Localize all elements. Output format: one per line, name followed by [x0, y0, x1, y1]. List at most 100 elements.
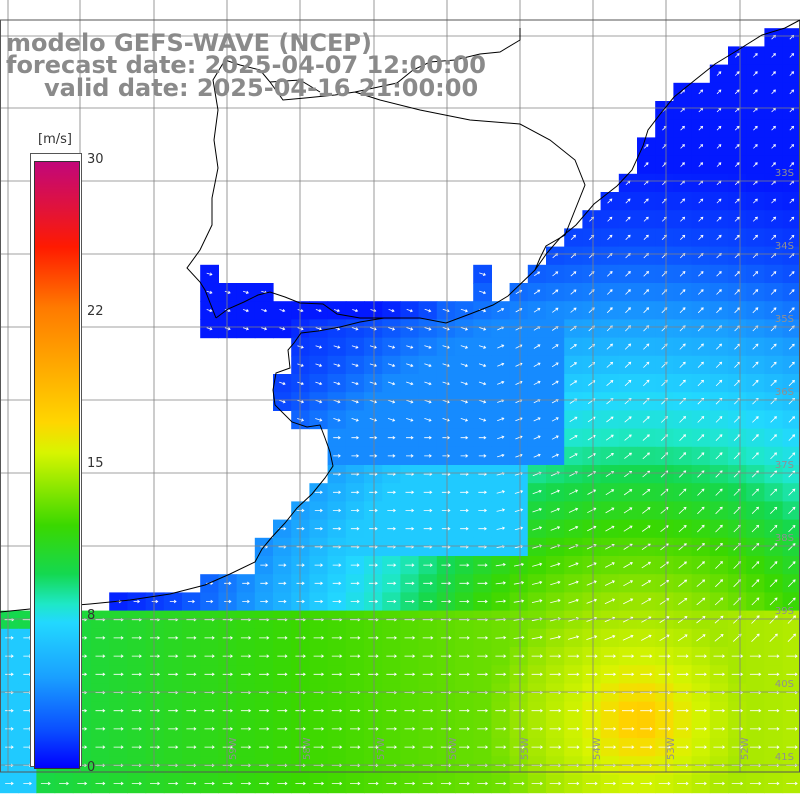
- wind-arrow: [622, 690, 635, 695]
- wind-arrow: [442, 399, 450, 404]
- wind-arrow: [351, 490, 360, 495]
- wind-arrow: [531, 745, 543, 749]
- wind-arrow: [771, 198, 777, 204]
- wind-speed-cell: [600, 446, 620, 466]
- wind-arrow: [406, 399, 414, 404]
- wind-arrow: [679, 415, 687, 423]
- valid-date: valid date: 2025-04-16 21:00:00: [44, 74, 479, 102]
- wind-arrow: [585, 745, 598, 749]
- wind-arrow: [604, 672, 617, 677]
- wind-arrow: [260, 563, 269, 567]
- wind-arrow: [186, 745, 197, 749]
- wind-speed-cell: [746, 137, 765, 157]
- wind-speed-cell: [600, 519, 620, 539]
- wind-speed-cell: [600, 410, 620, 430]
- wind-arrow: [95, 745, 106, 749]
- wind-speed-cell: [655, 119, 674, 138]
- wind-speed-cell: [728, 264, 747, 284]
- wind-arrow: [459, 690, 470, 695]
- wind-arrow: [368, 727, 379, 731]
- wind-arrow: [224, 581, 232, 586]
- wind-speed-cell: [746, 337, 765, 357]
- wind-arrow: [424, 345, 432, 349]
- wind-speed-cell: [728, 119, 747, 138]
- wind-arrow: [441, 581, 452, 586]
- wind-arrow: [625, 234, 631, 240]
- lon-label: 54W: [592, 737, 603, 760]
- wind-arrow: [369, 508, 378, 513]
- wind-arrow: [423, 526, 433, 531]
- wind-arrow: [567, 672, 580, 677]
- lat-label: 34S: [774, 241, 794, 252]
- wind-arrow: [150, 745, 161, 749]
- wind-speed-cell: [637, 537, 656, 557]
- wind-arrow: [332, 508, 342, 513]
- wind-speed-cell: [600, 374, 620, 393]
- wind-arrow: [513, 599, 525, 603]
- wind-arrow: [204, 727, 215, 731]
- wind-speed-cell: [655, 610, 674, 630]
- colorbar-unit: [m/s]: [38, 132, 72, 147]
- wind-speed-cell: [764, 355, 784, 375]
- wind-arrow: [567, 745, 580, 749]
- wind-speed-cell: [527, 283, 547, 302]
- wind-arrow: [605, 489, 615, 496]
- wind-speed-cell: [691, 483, 711, 502]
- wind-arrow: [368, 690, 379, 695]
- wind-speed-cell: [709, 355, 729, 375]
- wind-arrow: [386, 672, 397, 677]
- wind-speed-cell: [618, 374, 638, 393]
- wind-arrow: [770, 434, 777, 441]
- wind-arrow: [441, 508, 451, 513]
- wind-arrow: [261, 327, 268, 331]
- wind-speed-cell: [746, 173, 765, 193]
- wind-speed-cell: [655, 446, 674, 466]
- wind-speed-cell: [691, 337, 711, 357]
- wind-arrow: [313, 781, 325, 786]
- wind-speed-cell: [673, 210, 693, 229]
- wind-speed-cell: [728, 374, 747, 393]
- wind-arrow: [605, 434, 614, 441]
- wind-arrow: [95, 727, 106, 731]
- wind-arrow: [734, 144, 740, 149]
- wind-arrow: [752, 271, 759, 277]
- wind-arrow: [604, 580, 615, 586]
- wind-arrow: [442, 308, 450, 313]
- wind-arrow: [658, 745, 671, 749]
- wind-arrow: [679, 270, 686, 277]
- wind-arrow: [351, 399, 359, 404]
- wind-arrow: [786, 745, 798, 749]
- wind-speed-cell: [728, 82, 747, 102]
- wind-arrow: [625, 289, 631, 295]
- wind-arrow: [696, 615, 706, 624]
- wind-arrow: [532, 580, 543, 585]
- wind-arrow: [113, 690, 124, 695]
- wind-arrow: [496, 490, 505, 494]
- wind-arrow: [168, 654, 179, 658]
- wind-speed-cell: [673, 556, 693, 575]
- wind-arrow: [695, 690, 707, 695]
- wind-arrow: [550, 507, 561, 513]
- wind-arrow: [768, 672, 780, 677]
- wind-speed-cell: [691, 374, 711, 393]
- wind-arrow: [642, 434, 650, 441]
- forecast-date: forecast date: 2025-04-07 12:00:00: [6, 51, 486, 79]
- wind-speed-cell: [691, 210, 711, 229]
- wind-arrow: [59, 781, 69, 786]
- wind-speed-cell: [764, 392, 784, 411]
- wind-arrow: [549, 690, 562, 695]
- wind-arrow: [643, 234, 649, 240]
- wind-arrow: [441, 599, 452, 604]
- wind-arrow: [716, 198, 722, 204]
- wind-speed-cell: [655, 228, 674, 248]
- wind-speed-cell: [673, 192, 693, 211]
- wind-arrow: [131, 672, 142, 677]
- wind-arrow: [622, 708, 635, 713]
- wind-arrow: [788, 579, 796, 587]
- wind-speed-cell: [637, 410, 656, 430]
- wind-arrow: [771, 125, 776, 131]
- wind-speed-cell: [764, 537, 784, 557]
- wind-speed-cell: [582, 519, 602, 539]
- wind-arrow: [495, 690, 507, 695]
- wind-speed-cell: [600, 264, 620, 284]
